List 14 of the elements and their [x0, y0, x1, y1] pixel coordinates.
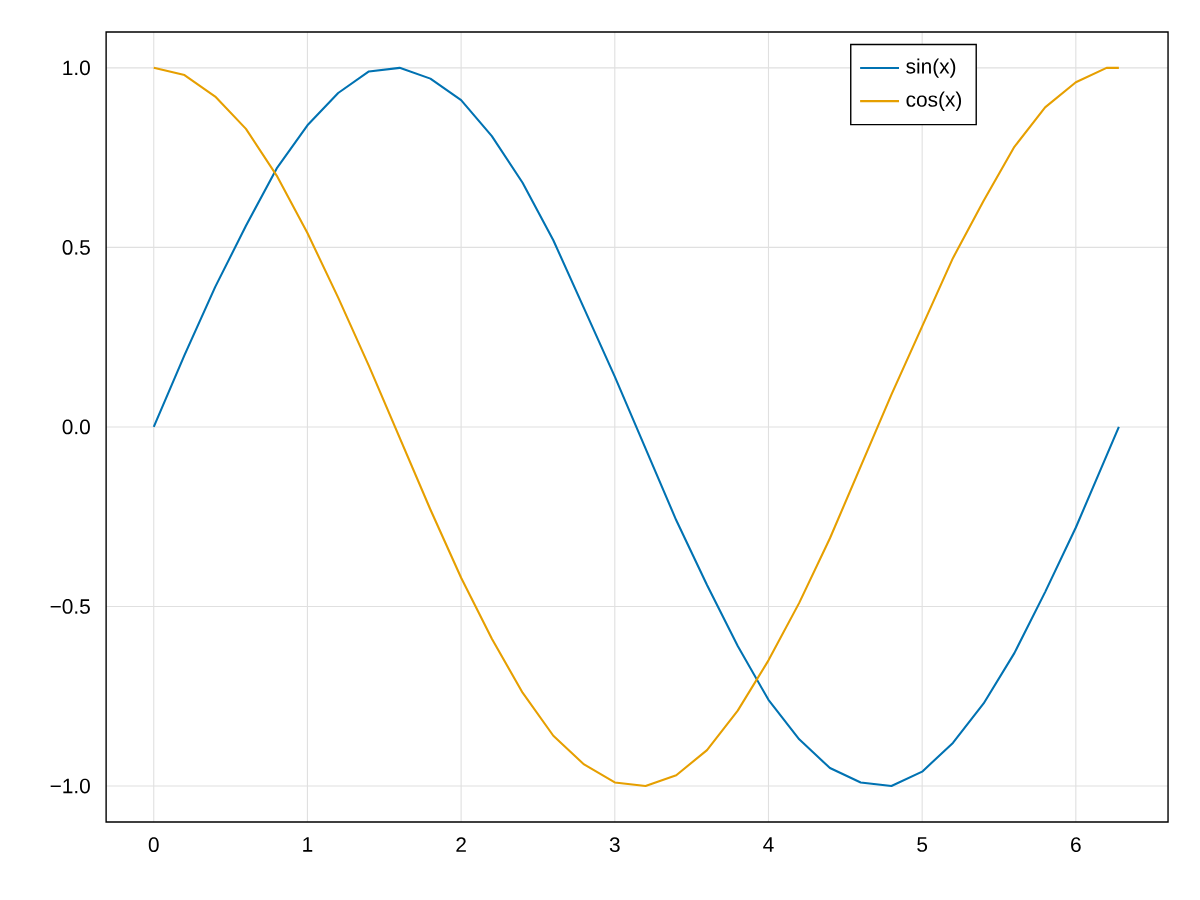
x-tick-label: 0: [148, 837, 159, 853]
x-tick-label: 4: [763, 837, 774, 852]
y-tick-label: 0.5: [62, 240, 90, 255]
x-tick-label: 6: [1071, 837, 1081, 853]
legend-label: cos(x): [906, 91, 962, 111]
legend-label: sin(x): [906, 58, 956, 78]
y-tick-label: 0.0: [62, 419, 90, 435]
y-tick-label: −1.0: [50, 778, 90, 794]
y-tick-label: −0.5: [50, 599, 90, 614]
x-tick-label: 1: [303, 837, 313, 852]
y-tick-label: 1.0: [63, 60, 90, 76]
x-tick-label: 2: [456, 837, 466, 852]
x-tick-label: 3: [609, 837, 620, 853]
x-tick-label: 5: [917, 837, 928, 852]
